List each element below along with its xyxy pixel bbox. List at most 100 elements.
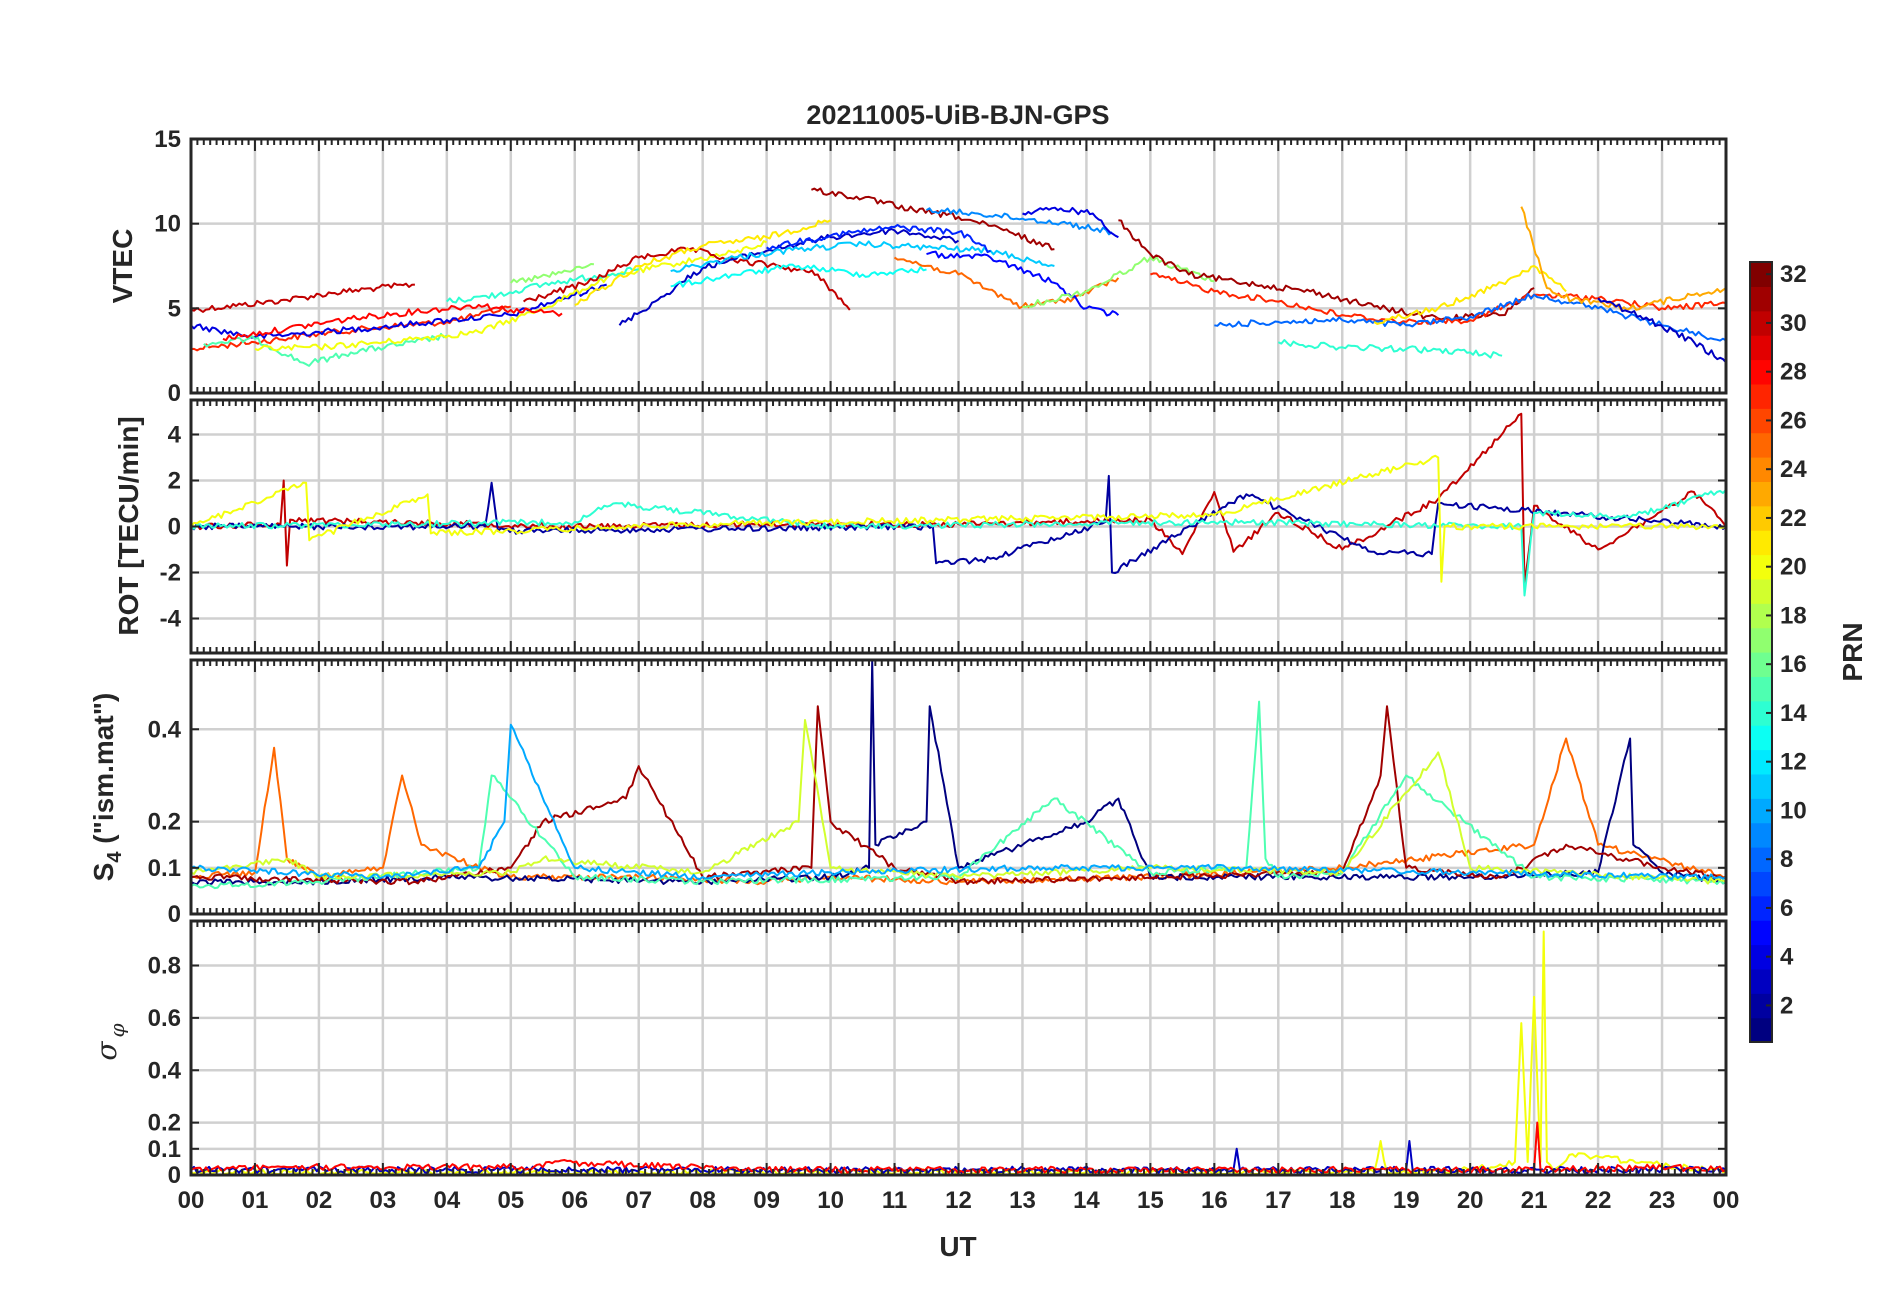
colorbar-tick-label: 22	[1780, 505, 1807, 532]
y-tick-label: 0.4	[148, 1057, 182, 1084]
x-tick-label: 12	[945, 1187, 972, 1214]
colorbar-swatch	[1750, 578, 1772, 604]
prn-2-trace	[191, 474, 1726, 574]
y-tick-label: 4	[168, 422, 182, 449]
y-tick-label: 0.1	[148, 855, 181, 882]
colorbar-swatch	[1750, 725, 1772, 751]
prn-31-trace	[1118, 219, 1535, 322]
rot-y-axis-label: ROT [TECU/min]	[113, 416, 144, 635]
y-tick-label: 5	[168, 295, 181, 322]
y-tick-label: 0.6	[148, 1005, 181, 1032]
prn-25-trace	[191, 737, 1726, 886]
vtec-panel: 0 5 10 15 VTEC	[107, 126, 1728, 407]
x-tick-label: 17	[1265, 1187, 1292, 1214]
y-tick-label: 2	[168, 468, 181, 495]
prn-4-trace	[1022, 206, 1119, 239]
colorbar-tick-label: 28	[1780, 359, 1807, 386]
colorbar-swatch	[1750, 993, 1772, 1019]
x-tick-label: 07	[625, 1187, 652, 1214]
colorbar-swatch	[1750, 968, 1772, 994]
colorbar-tick-label: 26	[1780, 407, 1807, 434]
x-tick-label: 20	[1457, 1187, 1484, 1214]
y-tick-label: -2	[160, 560, 181, 587]
s4-label-rest: ("ism.mat")	[88, 693, 119, 852]
colorbar-swatch	[1750, 310, 1772, 336]
colorbar-tick-label: 32	[1780, 261, 1807, 288]
x-tick-label: 14	[1073, 1187, 1100, 1214]
prn-4-trace	[191, 283, 607, 339]
colorbar-swatch	[1750, 652, 1772, 677]
s4-label-main: S	[88, 863, 119, 882]
colorbar-tick-label: 10	[1780, 797, 1807, 824]
colorbar-swatch	[1750, 603, 1772, 629]
prn-20-trace	[254, 240, 767, 352]
colorbar-swatch	[1750, 432, 1772, 458]
x-tick-label: 21	[1521, 1187, 1548, 1214]
prn-31-trace	[191, 705, 1726, 886]
x-tick-label: 22	[1585, 1187, 1612, 1214]
colorbar-swatch	[1750, 481, 1772, 507]
colorbar-swatch	[1750, 920, 1772, 946]
colorbar-swatch	[1750, 554, 1772, 580]
y-tick-label: 0.4	[148, 716, 182, 743]
x-tick-label: 23	[1649, 1187, 1676, 1214]
prn-15-trace	[191, 700, 1726, 890]
colorbar-swatch	[1750, 408, 1772, 434]
colorbar-swatch	[1750, 457, 1772, 482]
prn-10-trace	[191, 723, 1726, 881]
prn-3-trace	[1597, 297, 1726, 364]
prn-14-trace	[446, 266, 639, 304]
colorbar-swatch	[1750, 749, 1772, 775]
prn-5-trace	[926, 250, 1120, 317]
x-tick-label: 10	[817, 1187, 844, 1214]
colorbar-swatch	[1750, 676, 1772, 702]
prn-27-trace	[1150, 272, 1726, 325]
colorbar-swatch	[1750, 530, 1772, 556]
x-tick-label: 05	[497, 1187, 524, 1214]
prn-27-trace	[191, 305, 512, 352]
colorbar-swatch	[1750, 700, 1772, 726]
y-tick-label: 0	[168, 901, 181, 928]
rot-panel: -4 -2 0 2 4 ROT [TECU/min]	[113, 398, 1728, 655]
colorbar-tick-label: 14	[1780, 700, 1807, 727]
x-tick-label: 02	[306, 1187, 333, 1214]
x-tick-label: 16	[1201, 1187, 1228, 1214]
x-tick-label: 08	[689, 1187, 716, 1214]
colorbar-swatch	[1750, 798, 1772, 824]
prn-28-trace	[222, 303, 563, 342]
colorbar-swatch	[1750, 944, 1772, 970]
colorbar-label: PRN	[1837, 622, 1868, 681]
sigma-phi-panel: 00.10.2 0.4 0.6 0.8 σφ	[90, 919, 1728, 1189]
sigma-y-axis-label: σφ	[90, 1023, 129, 1060]
y-tick-label: 0.8	[148, 953, 181, 980]
y-tick-label: 0	[168, 380, 181, 407]
y-tick-label: 0.2	[148, 809, 181, 836]
x-tick-label: 13	[1009, 1187, 1036, 1214]
x-tick-label: 19	[1393, 1187, 1420, 1214]
colorbar-swatch	[1750, 895, 1772, 921]
prn-14-trace	[1277, 339, 1503, 359]
prn-23-trace	[1520, 206, 1726, 311]
colorbar-tick-label: 4	[1780, 944, 1794, 971]
colorbar-tick-label: 16	[1780, 651, 1807, 678]
colorbar-swatch	[1750, 286, 1772, 312]
prn-15-trace	[203, 332, 448, 367]
s4-y-axis-label: S4 ("ism.mat")	[88, 693, 126, 882]
colorbar-swatch	[1750, 822, 1772, 848]
y-tick-label: 10	[154, 211, 181, 238]
x-tick-label: 03	[370, 1187, 397, 1214]
prn-13-trace	[670, 263, 927, 288]
colorbar-swatch	[1750, 505, 1772, 531]
y-tick-label: 0.2	[148, 1110, 181, 1137]
colorbar-tick-label: 2	[1780, 992, 1793, 1019]
colorbar-swatch	[1750, 773, 1772, 799]
colorbar-box	[1749, 261, 1773, 1043]
prn-21-trace	[574, 219, 832, 306]
colorbar-swatch	[1750, 1017, 1772, 1043]
s4-label-sub: 4	[104, 851, 126, 863]
x-tick-label: 04	[433, 1187, 460, 1214]
prn-30-trace	[191, 282, 415, 313]
x-tick-label: 06	[561, 1187, 588, 1214]
